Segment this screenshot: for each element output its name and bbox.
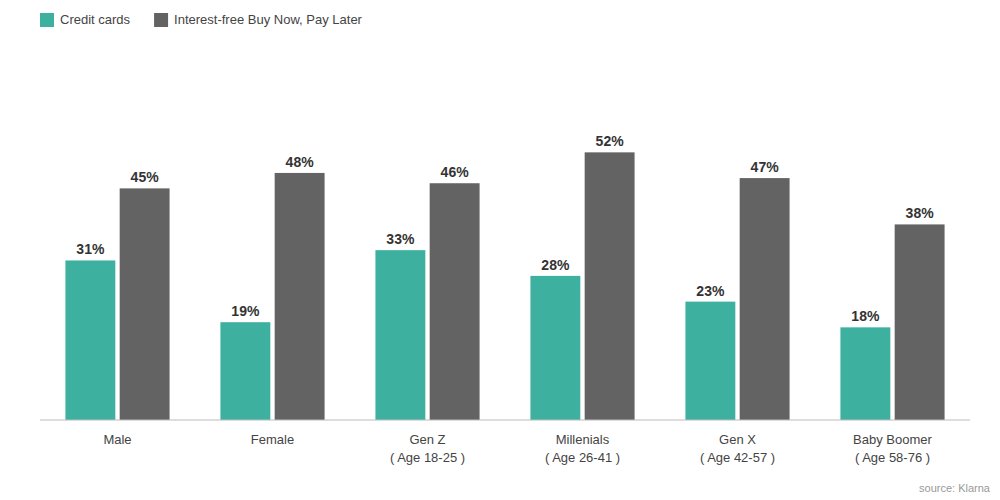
- legend-item: Interest-free Buy Now, Pay Later: [154, 12, 363, 27]
- legend: Credit cards Interest-free Buy Now, Pay L…: [40, 12, 363, 27]
- tick-label-line: ( Age 42-57 ): [700, 450, 775, 465]
- x-tick-labels: Male Female Gen Z ( Age 18-25 ) Millenials ( …: [103, 432, 932, 465]
- bar: [740, 178, 790, 420]
- bar: [120, 188, 170, 420]
- x-tick-label: Millenials ( Age 26-41 ): [545, 432, 620, 465]
- bar: [65, 260, 115, 420]
- data-label: 52%: [596, 133, 625, 149]
- tick-label-line: Gen X: [719, 432, 756, 447]
- x-tick-label: Male: [103, 432, 131, 447]
- bar: [430, 183, 480, 420]
- x-axis-line: [40, 419, 970, 420]
- chart-container: 31% 19% 33% 28% 23% 18% 45% 48% 46% 52% 47% 38% Male…: [0, 0, 1000, 500]
- tick-label-line: Female: [251, 432, 294, 447]
- bar: [685, 302, 735, 420]
- legend-label: Credit cards: [60, 12, 131, 27]
- data-label: 45%: [131, 169, 160, 185]
- bars: [65, 152, 944, 420]
- data-label: 47%: [751, 159, 780, 175]
- data-labels: 31% 19% 33% 28% 23% 18% 45% 48% 46% 52% 47% 38%: [76, 133, 934, 324]
- bar: [275, 173, 325, 420]
- bar: [895, 224, 945, 420]
- legend-item: Credit cards: [40, 12, 131, 27]
- data-label: 31%: [76, 241, 105, 257]
- bar: [530, 276, 580, 420]
- data-label: 46%: [441, 164, 470, 180]
- x-tick-label: Baby Boomer ( Age 58-76 ): [853, 432, 932, 465]
- tick-label-line: ( Age 18-25 ): [390, 450, 465, 465]
- legend-label: Interest-free Buy Now, Pay Later: [174, 12, 363, 27]
- tick-label-line: Baby Boomer: [853, 432, 932, 447]
- data-label: 18%: [851, 308, 880, 324]
- tick-label-line: ( Age 58-76 ): [855, 450, 930, 465]
- data-label: 48%: [286, 154, 315, 170]
- bar: [375, 250, 425, 420]
- x-tick-label: Gen Z ( Age 18-25 ): [390, 432, 465, 465]
- source-note: source: Klarna: [919, 482, 991, 494]
- tick-label-line: ( Age 26-41 ): [545, 450, 620, 465]
- legend-swatch: [40, 13, 54, 27]
- bar: [220, 322, 270, 420]
- data-label: 38%: [906, 205, 935, 221]
- chart-svg: 31% 19% 33% 28% 23% 18% 45% 48% 46% 52% 47% 38% Male…: [0, 0, 1000, 500]
- data-label: 28%: [541, 257, 570, 273]
- data-label: 33%: [386, 231, 415, 247]
- x-tick-label: Female: [251, 432, 294, 447]
- bar: [840, 327, 890, 420]
- tick-label-line: Millenials: [556, 432, 610, 447]
- bar: [585, 152, 635, 420]
- data-label: 23%: [696, 283, 725, 299]
- x-tick-label: Gen X ( Age 42-57 ): [700, 432, 775, 465]
- tick-label-line: Male: [103, 432, 131, 447]
- tick-label-line: Gen Z: [409, 432, 445, 447]
- legend-swatch: [154, 13, 168, 27]
- data-label: 19%: [231, 303, 260, 319]
